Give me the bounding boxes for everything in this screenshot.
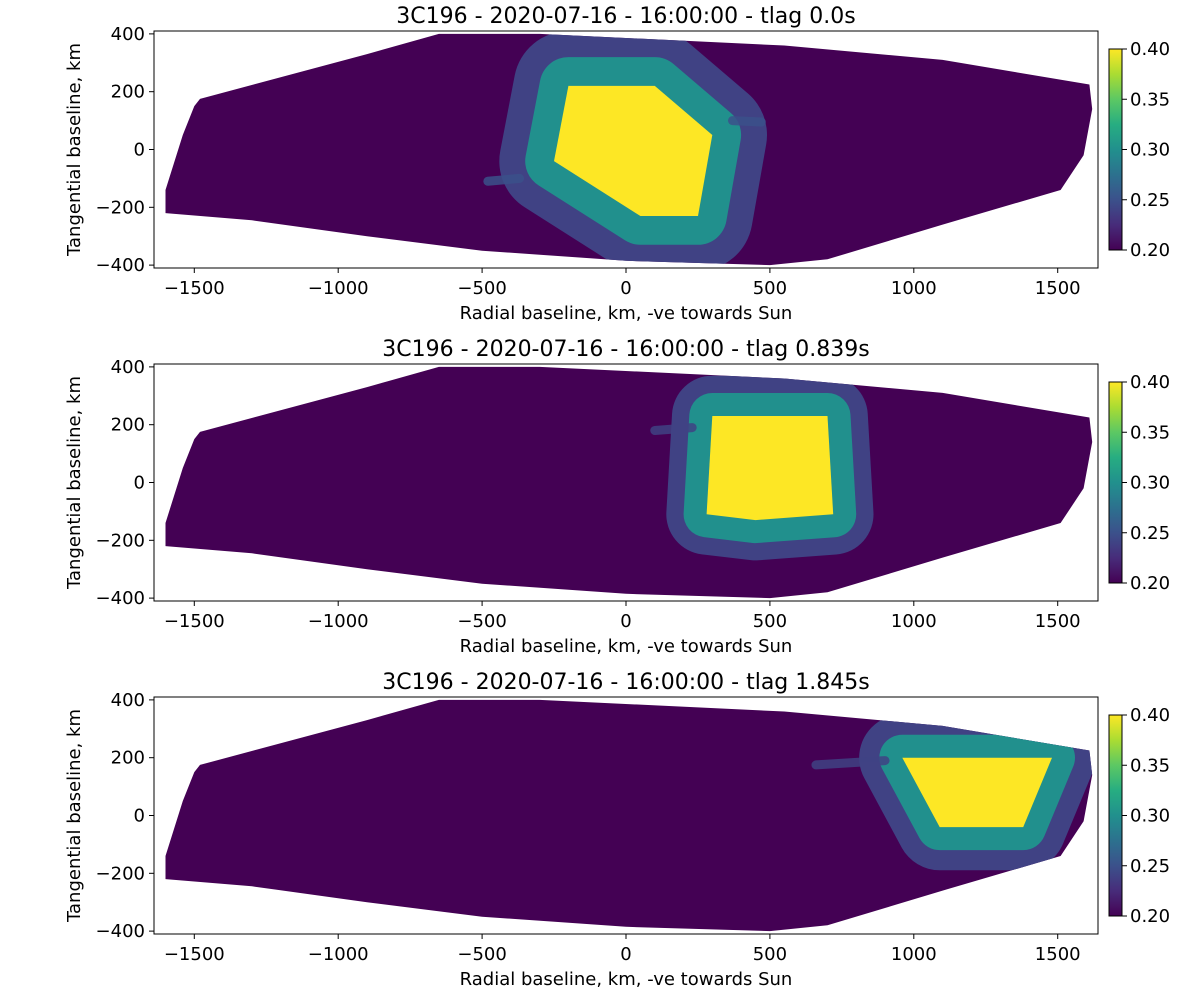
y-tick-label: 0 <box>134 140 145 161</box>
colorbar-tick-label: 0.25 <box>1130 856 1170 877</box>
y-tick-label: 400 <box>111 24 145 45</box>
feature <box>483 33 767 266</box>
x-axis-label: Radial baseline, km, -ve towards Sun <box>460 636 793 657</box>
colorbar-tick-label: 0.20 <box>1130 906 1170 927</box>
feature-streak-1 <box>483 173 525 186</box>
x-tick-label: 1500 <box>1035 611 1081 632</box>
feature-core <box>554 85 713 217</box>
colorbar-gradient <box>1108 381 1123 584</box>
x-tick-label: 500 <box>753 944 787 965</box>
y-tick-label: 0 <box>134 806 145 827</box>
y-axis-label: Tangential baseline, km <box>64 43 85 257</box>
colorbar-tick-label: 0.30 <box>1130 140 1170 161</box>
y-tick-label: −200 <box>96 863 145 884</box>
colorbar-tick-label: 0.35 <box>1130 422 1170 443</box>
chart-title: 3C196 - 2020-07-16 - 16:00:00 - tlag 0.8… <box>382 337 869 362</box>
colorbar-gradient <box>1108 48 1123 251</box>
feature-core <box>706 416 834 521</box>
chart-title: 3C196 - 2020-07-16 - 16:00:00 - tlag 1.8… <box>382 670 869 695</box>
colorbar-tick-label: 0.35 <box>1130 755 1170 776</box>
y-tick-label: 400 <box>111 690 145 711</box>
y-tick-label: −400 <box>96 921 145 942</box>
chart-panel-2: −1500 −1000 −500 0 500 1000 1500 −400 −200 0 200 40… <box>64 337 1170 657</box>
colorbar-tick-label: 0.30 <box>1130 473 1170 494</box>
feature-streak-2 <box>727 116 766 127</box>
x-tick-label: −1000 <box>308 611 369 632</box>
y-tick-label: −400 <box>96 588 145 609</box>
x-tick-label: 1500 <box>1035 944 1081 965</box>
x-axis-label: Radial baseline, km, -ve towards Sun <box>460 969 793 990</box>
x-tick-label: 0 <box>620 278 631 299</box>
x-axis-label: Radial baseline, km, -ve towards Sun <box>460 303 793 324</box>
x-tick-label: 1000 <box>891 944 937 965</box>
x-tick-label: −500 <box>457 944 506 965</box>
colorbar-tick-label: 0.40 <box>1130 705 1170 726</box>
colorbar-tick-label: 0.35 <box>1130 89 1170 110</box>
x-tick-label: −500 <box>457 611 506 632</box>
x-tick-label: −500 <box>457 278 506 299</box>
colorbar-tick-label: 0.20 <box>1130 240 1170 261</box>
colorbar: 0.20 0.25 0.30 0.35 0.40 <box>1108 39 1170 261</box>
colorbar-tick-label: 0.30 <box>1130 806 1170 827</box>
colorbar: 0.20 0.25 0.30 0.35 0.40 <box>1108 372 1170 594</box>
coverage-area <box>165 366 1093 599</box>
feature <box>811 714 1093 871</box>
x-tick-label: 1500 <box>1035 278 1081 299</box>
x-tick-label: 500 <box>753 278 787 299</box>
y-tick-label: 200 <box>111 748 145 769</box>
colorbar-tick-label: 0.40 <box>1130 372 1170 393</box>
y-tick-label: −400 <box>96 255 145 276</box>
x-tick-label: −1500 <box>164 944 225 965</box>
colorbar-tick-label: 0.40 <box>1130 39 1170 60</box>
colorbar-tick-label: 0.20 <box>1130 573 1170 594</box>
chart-panel-3: −1500 −1000 −500 0 500 1000 1500 −400 −200 0 200 40… <box>64 670 1170 990</box>
x-tick-label: −1500 <box>164 278 225 299</box>
x-tick-label: 0 <box>620 944 631 965</box>
feature-streak-1 <box>650 423 697 435</box>
x-tick-label: 1000 <box>891 611 937 632</box>
y-tick-label: 400 <box>111 357 145 378</box>
y-axis-label: Tangential baseline, km <box>64 709 85 923</box>
y-tick-label: −200 <box>96 530 145 551</box>
colorbar-tick-label: 0.25 <box>1130 523 1170 544</box>
colorbar-tick-label: 0.25 <box>1130 190 1170 211</box>
y-tick-label: −200 <box>96 197 145 218</box>
y-tick-label: 200 <box>111 82 145 103</box>
x-tick-label: −1000 <box>308 278 369 299</box>
x-tick-label: −1000 <box>308 944 369 965</box>
y-tick-label: 200 <box>111 415 145 436</box>
feature <box>650 375 874 561</box>
colorbar-gradient <box>1108 714 1123 917</box>
feature-core <box>902 757 1052 828</box>
x-tick-label: 500 <box>753 611 787 632</box>
y-tick-label: 0 <box>134 473 145 494</box>
x-tick-label: −1500 <box>164 611 225 632</box>
colorbar: 0.20 0.25 0.30 0.35 0.40 <box>1108 705 1170 927</box>
feature-streak-1 <box>811 756 890 770</box>
chart-title: 3C196 - 2020-07-16 - 16:00:00 - tlag 0.0… <box>396 4 855 29</box>
chart-panel-1: −1500 −1000 −500 0 500 1000 1500 −400 −200 0 200 40… <box>64 4 1170 324</box>
x-tick-label: 1000 <box>891 278 937 299</box>
y-axis-label: Tangential baseline, km <box>64 376 85 590</box>
x-tick-label: 0 <box>620 611 631 632</box>
